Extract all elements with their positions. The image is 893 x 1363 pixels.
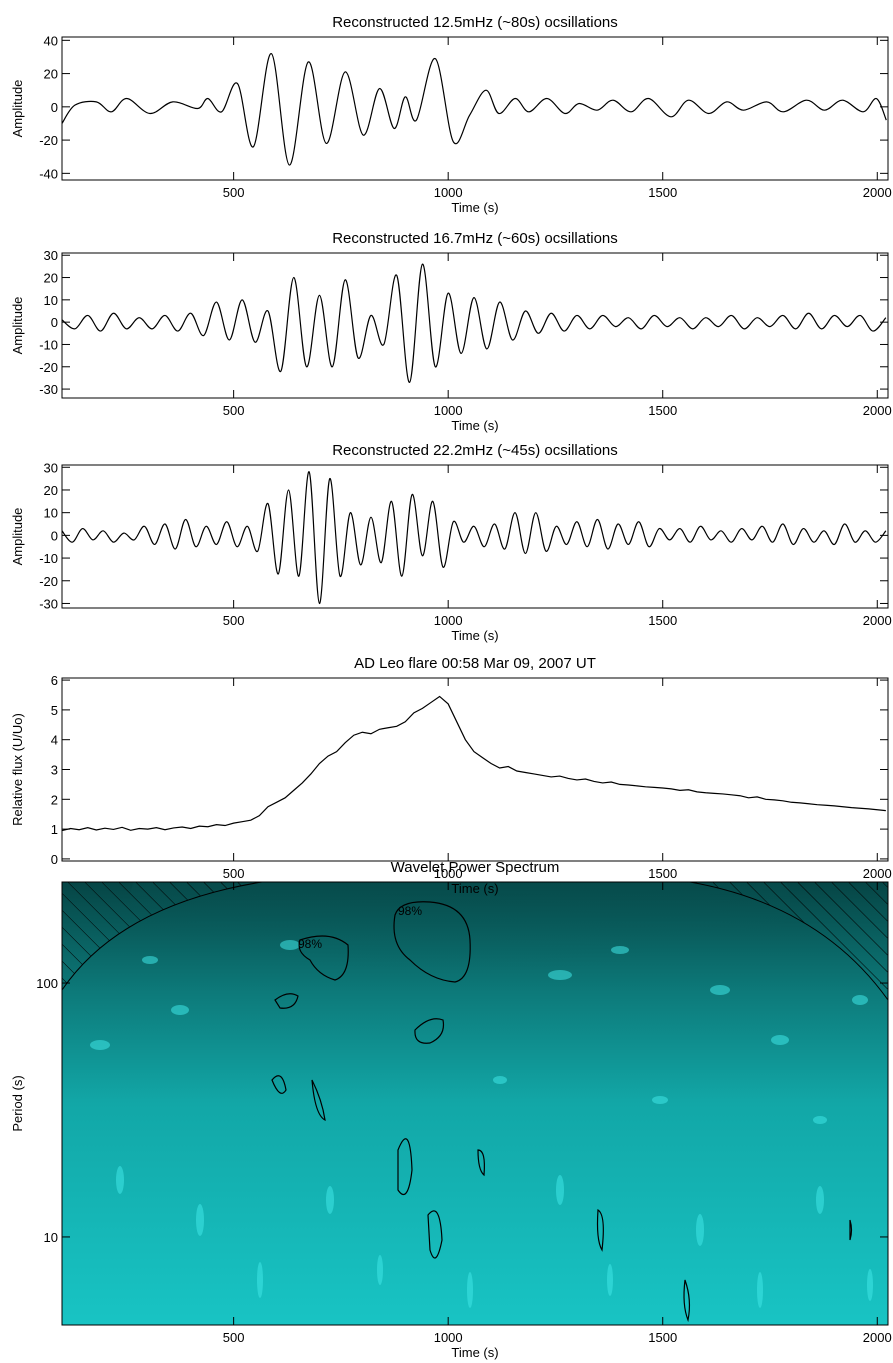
y-tick-label: -10	[39, 337, 58, 352]
y-axis-label: Amplitude	[10, 297, 25, 355]
x-tick-label: 1000	[434, 613, 463, 628]
y-tick-label: 40	[44, 33, 58, 48]
x-tick-label: 1000	[434, 866, 463, 881]
y-tick-label: 2	[51, 792, 58, 807]
x-tick-label: 500	[223, 403, 245, 418]
x-tick-label: 1500	[648, 1330, 677, 1345]
y-tick-label: -20	[39, 574, 58, 589]
chart-title: Reconstructed 22.2mHz (~45s) ocsillation…	[332, 442, 618, 459]
plot-frame	[61, 881, 889, 1326]
chart-title: Reconstructed 12.5mHz (~80s) ocsillation…	[332, 14, 618, 31]
x-axis-label: Time (s)	[451, 628, 498, 643]
y-tick-label: 10	[44, 293, 58, 308]
x-axis-label: Time (s)	[451, 200, 498, 215]
y-tick-label: 100	[36, 976, 58, 991]
significance-contours	[271, 901, 853, 1323]
y-tick-label: -20	[39, 133, 58, 148]
y-tick-label: 0	[51, 100, 58, 115]
flux-line	[61, 695, 886, 832]
y-tick-label: 10	[44, 506, 58, 521]
y-tick-label: 1	[51, 822, 58, 837]
wavelet-shade	[130, 882, 790, 1020]
x-tick-label: 2000	[863, 403, 892, 418]
x-tick-label: 1000	[434, 1330, 463, 1345]
x-axis-label: Time (s)	[451, 1345, 498, 1360]
x-tick-label: 500	[223, 185, 245, 200]
oscillation-line	[61, 263, 887, 383]
cone-of-influence	[62, 882, 263, 991]
x-tick-label: 500	[223, 1330, 245, 1345]
x-axis-label: Time (s)	[451, 881, 498, 896]
x-axis-label: Time (s)	[451, 418, 498, 433]
chart-title: AD Leo flare 00:58 Mar 09, 2007 UT	[354, 655, 596, 672]
y-tick-label: 4	[51, 733, 58, 748]
y-tick-label: 30	[44, 460, 58, 475]
wavelet-spots	[90, 940, 873, 1308]
contour-label: 98%	[298, 937, 322, 951]
y-tick-label: -10	[39, 551, 58, 566]
x-tick-label: 1500	[648, 403, 677, 418]
x-tick-label: 2000	[863, 866, 892, 881]
y-axis-label: Relative flux (U/Uo)	[10, 713, 25, 826]
y-tick-label: 0	[51, 528, 58, 543]
y-tick-label: 0	[51, 315, 58, 330]
contour-label: 98%	[398, 904, 422, 918]
x-tick-label: 2000	[863, 185, 892, 200]
y-tick-label: -20	[39, 360, 58, 375]
x-tick-label: 500	[223, 866, 245, 881]
oscillation-line	[61, 53, 887, 166]
y-tick-label: -30	[39, 596, 58, 611]
plot-frame	[61, 464, 889, 609]
y-tick-label: -40	[39, 166, 58, 181]
y-tick-label: 20	[44, 271, 58, 286]
plot-frame	[61, 36, 889, 181]
cone-of-influence	[689, 882, 888, 1001]
y-axis-label: Amplitude	[10, 508, 25, 566]
x-tick-label: 1500	[648, 866, 677, 881]
plot-frame	[61, 677, 889, 862]
x-tick-label: 1000	[434, 403, 463, 418]
y-tick-label: 3	[51, 763, 58, 778]
y-axis-label: Amplitude	[10, 80, 25, 138]
x-tick-label: 2000	[863, 613, 892, 628]
y-axis-label: Period (s)	[10, 1075, 25, 1131]
plot-frame	[61, 252, 889, 399]
y-tick-label: 6	[51, 673, 58, 688]
x-tick-label: 1500	[648, 613, 677, 628]
y-tick-label: 10	[44, 1230, 58, 1245]
wavelet-field: 98% 98%	[62, 882, 888, 1325]
x-tick-label: 1500	[648, 185, 677, 200]
chart-title: Wavelet Power Spectrum	[391, 859, 560, 876]
x-tick-label: 500	[223, 613, 245, 628]
x-tick-label: 1000	[434, 185, 463, 200]
y-tick-label: 20	[44, 483, 58, 498]
y-tick-label: 5	[51, 703, 58, 718]
y-tick-label: 20	[44, 67, 58, 82]
y-tick-label: 30	[44, 248, 58, 263]
y-tick-label: 0	[51, 852, 58, 867]
x-tick-label: 2000	[863, 1330, 892, 1345]
oscillation-line	[61, 471, 887, 605]
chart-title: Reconstructed 16.7mHz (~60s) ocsillation…	[332, 230, 618, 247]
y-tick-label: -30	[39, 382, 58, 397]
